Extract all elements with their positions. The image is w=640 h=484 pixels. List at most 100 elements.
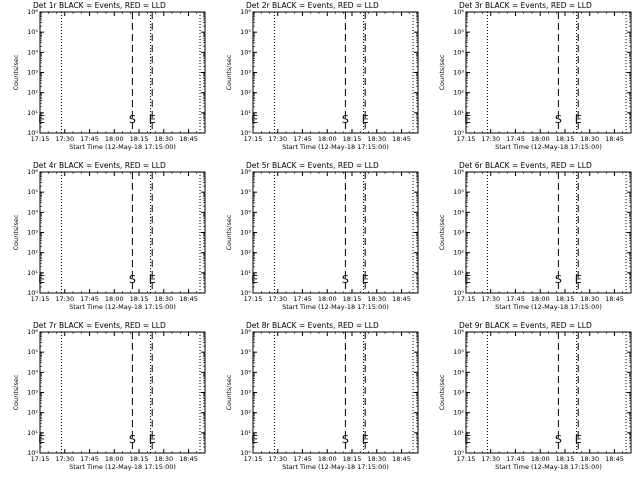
x-tick-label: 17:15 (244, 455, 263, 463)
plot-frame (465, 331, 632, 454)
y-tick-label: 10⁵ (240, 188, 251, 196)
event-marker-e: E (464, 273, 471, 286)
x-axis-label: Start Time (12-May-18 17:15:00) (282, 143, 389, 151)
x-tick-label: 18:15 (343, 295, 362, 303)
x-tick-label: 17:15 (31, 135, 50, 143)
chart-title: Det 2r BLACK = Events, RED = LLD (246, 1, 379, 10)
y-tick-label: 10⁵ (240, 28, 251, 36)
plot-frame (39, 171, 206, 294)
y-tick-label: 10⁰ (27, 289, 38, 297)
y-tick-label: 10⁵ (27, 348, 38, 356)
x-tick-label: 18:15 (556, 455, 575, 463)
x-axis-label: Start Time (12-May-18 17:15:00) (282, 303, 389, 311)
y-tick-label: 10⁶ (240, 168, 251, 176)
chart-title: Det 5r BLACK = Events, RED = LLD (246, 161, 379, 170)
chart-title: Det 7r BLACK = Events, RED = LLD (33, 321, 166, 330)
event-marker-e: E (149, 273, 156, 286)
x-tick-label: 17:15 (244, 135, 263, 143)
x-tick-label: 17:15 (31, 455, 50, 463)
x-tick-label: 17:30 (55, 295, 74, 303)
y-tick-label: 10¹ (453, 269, 464, 277)
y-tick-label: 10² (453, 409, 464, 417)
event-marker-e: E (251, 113, 258, 126)
x-tick-label: 18:45 (179, 455, 198, 463)
x-tick-label: 18:00 (531, 455, 550, 463)
x-tick-label: 17:45 (506, 455, 525, 463)
y-tick-label: 10⁰ (27, 129, 38, 137)
event-marker-e: E (149, 113, 156, 126)
event-marker-e: E (38, 273, 45, 286)
x-tick-label: 18:00 (318, 135, 337, 143)
y-tick-label: 10³ (453, 229, 464, 237)
y-tick-label: 10¹ (27, 269, 38, 277)
y-tick-label: 10³ (453, 389, 464, 397)
chart-panel-6: Det 6r BLACK = Events, RED = LLD 10⁰ 10¹ 10… (438, 161, 632, 311)
y-tick-label: 10⁶ (453, 168, 464, 176)
plot-frame (39, 11, 206, 134)
event-marker-s: S (342, 273, 349, 286)
y-axis-label: Counts/sec (438, 374, 446, 410)
y-tick-label: 10² (240, 409, 251, 417)
x-tick-label: 18:30 (580, 295, 599, 303)
event-marker-e: E (575, 433, 582, 446)
x-tick-label: 17:30 (481, 295, 500, 303)
chart-panel-5: Det 5r BLACK = Events, RED = LLD 10⁰ 10¹ 10… (225, 161, 419, 311)
y-tick-label: 10³ (27, 229, 38, 237)
y-tick-label: 10⁰ (240, 129, 251, 137)
y-tick-label: 10² (27, 89, 38, 97)
y-tick-label: 10³ (453, 69, 464, 77)
x-tick-label: 17:30 (481, 455, 500, 463)
x-tick-label: 18:15 (556, 135, 575, 143)
y-tick-label: 10⁶ (453, 328, 464, 336)
x-tick-label: 17:15 (457, 295, 476, 303)
y-tick-label: 10² (240, 89, 251, 97)
y-tick-label: 10⁰ (240, 449, 251, 457)
event-marker-e: E (464, 113, 471, 126)
event-marker-s: S (342, 113, 349, 126)
x-tick-label: 18:30 (154, 455, 173, 463)
y-tick-label: 10² (27, 409, 38, 417)
plot-frame (252, 171, 419, 294)
y-tick-label: 10⁵ (453, 188, 464, 196)
chart-panel-7: Det 7r BLACK = Events, RED = LLD 10⁰ 10¹ 10… (12, 321, 206, 471)
y-tick-label: 10⁰ (453, 289, 464, 297)
y-tick-label: 10⁵ (27, 28, 38, 36)
x-tick-label: 18:45 (605, 295, 624, 303)
x-tick-label: 18:15 (556, 295, 575, 303)
plot-frame (252, 11, 419, 134)
x-tick-label: 17:30 (268, 135, 287, 143)
event-marker-s: S (129, 433, 136, 446)
x-tick-label: 18:15 (343, 455, 362, 463)
y-tick-label: 10⁰ (453, 449, 464, 457)
x-tick-label: 17:45 (506, 135, 525, 143)
y-axis-label: Counts/sec (438, 214, 446, 250)
y-tick-label: 10⁶ (453, 8, 464, 16)
event-marker-e: E (362, 273, 369, 286)
x-tick-label: 18:30 (154, 295, 173, 303)
x-tick-label: 18:45 (392, 295, 411, 303)
x-tick-label: 18:45 (392, 455, 411, 463)
y-tick-label: 10⁶ (27, 328, 38, 336)
y-tick-label: 10² (453, 249, 464, 257)
chart-title: Det 1r BLACK = Events, RED = LLD (33, 1, 166, 10)
x-tick-label: 18:00 (318, 295, 337, 303)
y-tick-label: 10² (453, 89, 464, 97)
chart-panel-2: Det 2r BLACK = Events, RED = LLD 10⁰ 10¹ 10… (225, 1, 419, 151)
x-axis-label: Start Time (12-May-18 17:15:00) (495, 143, 602, 151)
x-tick-label: 18:15 (130, 295, 149, 303)
plot-frame (252, 331, 419, 454)
x-tick-label: 18:00 (105, 295, 124, 303)
y-tick-label: 10¹ (453, 429, 464, 437)
x-axis-label: Start Time (12-May-18 17:15:00) (69, 303, 176, 311)
x-tick-label: 17:15 (31, 295, 50, 303)
chart-title: Det 3r BLACK = Events, RED = LLD (459, 1, 592, 10)
x-tick-label: 18:30 (154, 135, 173, 143)
x-axis-label: Start Time (12-May-18 17:15:00) (69, 143, 176, 151)
y-tick-label: 10¹ (453, 109, 464, 117)
y-tick-label: 10⁵ (240, 348, 251, 356)
x-tick-label: 18:45 (392, 135, 411, 143)
y-tick-label: 10⁴ (27, 368, 38, 376)
y-tick-label: 10⁴ (453, 368, 464, 376)
event-marker-s: S (555, 273, 562, 286)
